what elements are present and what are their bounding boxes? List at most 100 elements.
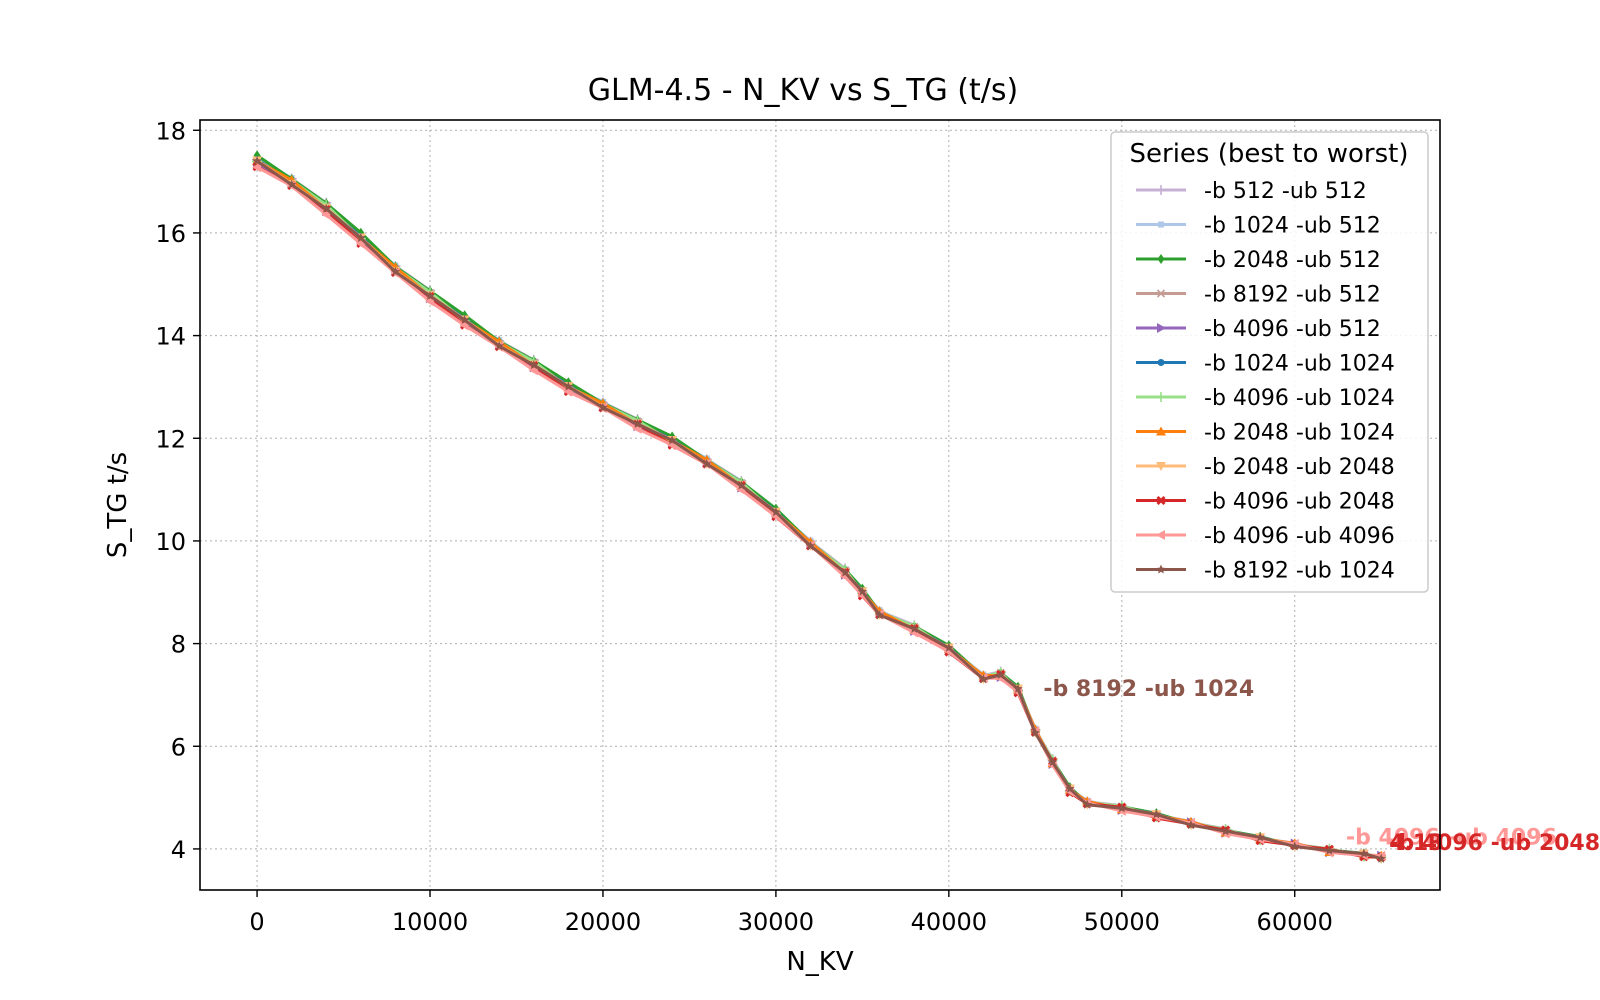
- data-point: [857, 586, 868, 596]
- end-label: 4.13: [1389, 831, 1443, 856]
- data-point: [667, 435, 677, 445]
- y-tick-label: 6: [171, 733, 186, 761]
- data-point: [1186, 820, 1196, 830]
- data-point: [1376, 853, 1386, 863]
- legend-label: -b 4096 -ub 512: [1204, 317, 1381, 342]
- y-tick-label: 10: [155, 528, 186, 556]
- legend-item: -b 1024 -ub 1024: [1136, 352, 1395, 377]
- data-point: [1151, 809, 1162, 819]
- data-point: [494, 341, 504, 351]
- data-point: [390, 266, 401, 276]
- plot-frame: [199, 119, 1441, 891]
- series-11: [252, 156, 1386, 863]
- data-point: [252, 162, 262, 173]
- data-point: [632, 418, 643, 429]
- data-point: [563, 381, 574, 391]
- data-point: [1156, 495, 1166, 506]
- legend-item: -b 2048 -ub 512: [1136, 248, 1381, 273]
- data-point: [1157, 359, 1165, 366]
- data-point: [1156, 530, 1165, 540]
- data-point: [1220, 826, 1231, 836]
- data-point: [1255, 832, 1265, 842]
- legend-label: -b 2048 -ub 1024: [1204, 421, 1395, 446]
- data-point: [1289, 841, 1300, 851]
- legend-item: -b 4096 -ub 2048: [1136, 490, 1395, 515]
- data-point: [1013, 683, 1023, 693]
- legend-item: -b 4096 -ub 1024: [1136, 386, 1395, 411]
- legend-item: -b 2048 -ub 2048: [1136, 455, 1395, 480]
- legend-label: -b 2048 -ub 2048: [1204, 455, 1395, 480]
- end-label: -b 8192 -ub 1024: [1043, 677, 1254, 702]
- data-point: [701, 458, 712, 468]
- data-point: [1065, 783, 1075, 793]
- y-tick-label: 4: [171, 836, 186, 864]
- data-point: [1156, 564, 1166, 574]
- legend-label: -b 4096 -ub 1024: [1204, 386, 1395, 411]
- series-lines: [252, 150, 1387, 864]
- legend-label: -b 4096 -ub 4096: [1204, 524, 1395, 549]
- x-tick-label: 0: [249, 908, 264, 936]
- y-tick-label: 16: [155, 220, 186, 248]
- data-point: [1156, 462, 1166, 471]
- data-point: [459, 314, 470, 325]
- legend-box: [1110, 131, 1429, 593]
- legend-item: -b 2048 -ub 1024: [1136, 421, 1395, 446]
- legend-item: -b 8192 -ub 1024: [1136, 559, 1395, 584]
- end-label: -b 4096 -ub 2048: [1389, 831, 1600, 856]
- data-point: [529, 360, 539, 370]
- data-point: [1156, 185, 1166, 195]
- data-point: [805, 540, 816, 550]
- x-tick-label: 40000: [911, 908, 987, 936]
- data-point: [1117, 803, 1127, 813]
- legend-item: -b 512 -ub 512: [1136, 179, 1367, 204]
- legend-title: Series (best to worst): [1130, 139, 1409, 169]
- data-point: [1156, 392, 1166, 402]
- legend-label: -b 512 -ub 512: [1204, 179, 1367, 204]
- data-point: [840, 567, 850, 577]
- data-point: [1324, 845, 1335, 855]
- x-tick-label: 50000: [1084, 908, 1160, 936]
- legend-label: -b 1024 -ub 1024: [1204, 352, 1395, 377]
- data-point: [356, 232, 366, 242]
- data-point: [1157, 254, 1165, 264]
- series-line: [256, 159, 1382, 861]
- legend-label: -b 4096 -ub 2048: [1204, 490, 1395, 515]
- data-point: [1157, 323, 1166, 333]
- end-label: -b 4096 -ub 4096: [1346, 826, 1557, 851]
- legend-entries: -b 512 -ub 512 -b 1024 -ub 512 -b 2048 -ub…: [1136, 179, 1395, 584]
- y-axis-label: S_TG t/s: [103, 452, 133, 558]
- y-tick-label: 8: [171, 631, 186, 659]
- data-point: [1082, 799, 1092, 809]
- data-point: [1359, 848, 1369, 858]
- y-tick-label: 14: [155, 323, 186, 351]
- legend-item: -b 8192 -ub 512: [1136, 283, 1381, 308]
- data-point: [771, 507, 781, 517]
- end-labels: -b 8192 -ub 1024 -b 4096 -ub 4096-b 4096 …: [1043, 677, 1600, 856]
- legend-item: -b 4096 -ub 512: [1136, 317, 1381, 342]
- x-tick-label: 10000: [392, 908, 468, 936]
- data-point: [909, 623, 920, 633]
- data-point: [1156, 426, 1166, 436]
- legend-label: -b 1024 -ub 512: [1204, 214, 1381, 239]
- data-point: [874, 610, 885, 620]
- y-tick-label: 12: [155, 425, 186, 453]
- data-point: [978, 674, 989, 684]
- x-tick-label: 30000: [738, 908, 814, 936]
- legend-label: -b 8192 -ub 1024: [1204, 559, 1395, 584]
- data-point: [425, 290, 435, 300]
- x-tick-label: 60000: [1257, 908, 1333, 936]
- data-point: [1156, 289, 1166, 298]
- data-point: [321, 203, 332, 213]
- legend-label: -b 2048 -ub 512: [1204, 248, 1381, 273]
- data-point: [995, 670, 1006, 680]
- y-tick-label: 18: [155, 117, 186, 145]
- data-point: [1030, 727, 1041, 737]
- data-point: [252, 156, 262, 166]
- data-point: [286, 179, 297, 189]
- legend: Series (best to worst) -b 512 -ub 512-b …: [1110, 131, 1429, 593]
- legend-item: -b 4096 -ub 4096: [1136, 524, 1395, 549]
- axis-ticks: 0 10000 20000 30000 40000 50000 60000 4 6 8 10 12 14…: [155, 117, 1332, 936]
- legend-label: -b 8192 -ub 512: [1204, 283, 1381, 308]
